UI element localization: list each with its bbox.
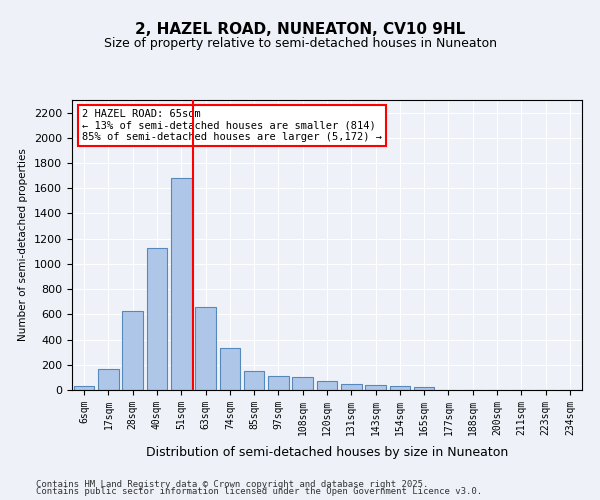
Bar (365, 385, 386, 390)
Text: 2, HAZEL ROAD, NUNEATON, CV10 9HL: 2, HAZEL ROAD, NUNEATON, CV10 9HL (135, 22, 465, 38)
Bar (146, 248, 167, 390)
Text: Contains HM Land Registry data © Crown copyright and database right 2025.: Contains HM Land Registry data © Crown c… (36, 480, 428, 489)
Bar (171, 178, 191, 390)
Bar (292, 378, 313, 390)
Text: 2 HAZEL ROAD: 65sqm
← 13% of semi-detached houses are smaller (814)
85% of semi-: 2 HAZEL ROAD: 65sqm ← 13% of semi-detach… (82, 108, 382, 142)
Bar (220, 348, 240, 390)
Bar (341, 384, 362, 390)
Bar (98, 368, 119, 390)
Bar (244, 371, 265, 390)
Y-axis label: Number of semi-detached properties: Number of semi-detached properties (19, 148, 28, 342)
Bar (414, 388, 434, 390)
Bar (74, 386, 94, 390)
X-axis label: Distribution of semi-detached houses by size in Nuneaton: Distribution of semi-detached houses by … (146, 446, 508, 459)
Bar (268, 376, 289, 390)
Bar (389, 386, 410, 390)
Text: Size of property relative to semi-detached houses in Nuneaton: Size of property relative to semi-detach… (104, 38, 497, 51)
Bar (122, 310, 143, 390)
Bar (317, 381, 337, 390)
Bar (195, 307, 216, 390)
Text: Contains public sector information licensed under the Open Government Licence v3: Contains public sector information licen… (36, 488, 482, 496)
